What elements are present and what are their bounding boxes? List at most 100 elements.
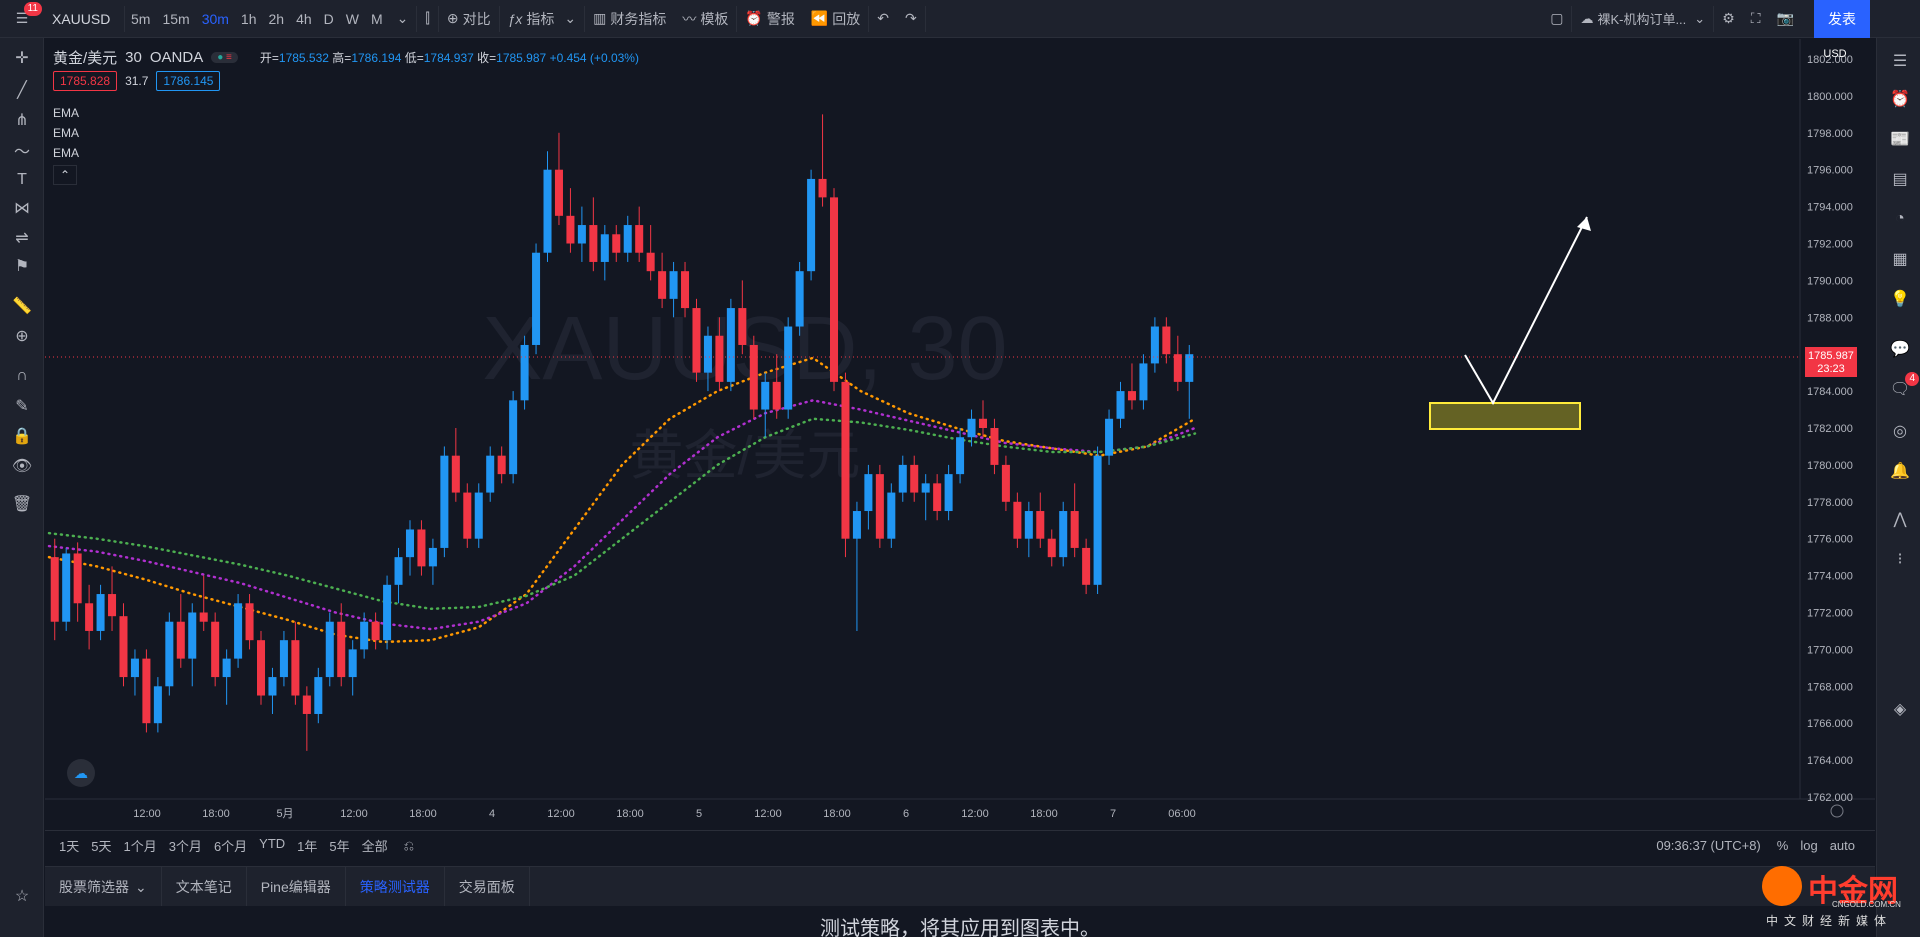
data-window-icon[interactable]: ◔: [1895, 210, 1905, 227]
timeframe-M[interactable]: M: [371, 10, 383, 27]
calendar-list-icon[interactable]: ▤: [1892, 171, 1908, 188]
text-icon[interactable]: T: [17, 171, 27, 188]
redo-button[interactable]: ↷: [897, 0, 925, 38]
timeframe-dropdown[interactable]: ⌄: [389, 0, 417, 38]
range-button[interactable]: 3个月: [168, 839, 202, 854]
timeframe-5m[interactable]: 5m: [131, 10, 151, 27]
icons-tool-icon[interactable]: ⚑: [14, 258, 30, 275]
dots-list-icon[interactable]: ⁝: [1897, 551, 1903, 568]
replay-button[interactable]: ⏪ 回放: [803, 0, 868, 38]
rewind-icon: ⏪: [810, 10, 829, 26]
timeframe-2h[interactable]: 2h: [268, 10, 285, 27]
projection-arrow-line[interactable]: [1464, 216, 1588, 406]
settings-button[interactable]: ⚙: [1714, 0, 1743, 38]
range-button[interactable]: 1年: [297, 839, 318, 854]
candle-body: [1047, 538, 1056, 558]
range-button[interactable]: 1天: [59, 839, 80, 854]
candle: [62, 547, 71, 631]
price-axis[interactable]: 1802.000 1800.000 1798.000 1796.000 1794.000…: [1807, 54, 1853, 804]
highlight-zone-rectangle[interactable]: [1429, 402, 1581, 430]
candle: [463, 483, 472, 548]
candle: [130, 649, 139, 696]
fullscreen-button[interactable]: ⛶: [1743, 0, 1769, 38]
financials-button[interactable]: ▥ 财务指标: [585, 0, 674, 38]
lock-icon[interactable]: 🔒: [12, 428, 32, 445]
layout-button[interactable]: ☁ 裸K-机构订单... ⌄: [1572, 0, 1713, 38]
star-icon[interactable]: ☆: [14, 888, 30, 905]
layers-icon[interactable]: ◈: [1893, 701, 1907, 718]
indicator-ema-1[interactable]: EMA: [53, 106, 80, 120]
range-button[interactable]: 1个月: [123, 839, 157, 854]
watchlist-icon[interactable]: ☰: [1892, 53, 1908, 70]
timeframe-4h[interactable]: 4h: [296, 10, 312, 27]
trend-line-icon[interactable]: ╱: [17, 82, 27, 99]
timeframe-15m[interactable]: 15m: [162, 10, 190, 27]
timeframe-W[interactable]: W: [345, 10, 359, 27]
pencil-lock-icon[interactable]: ✎: [15, 398, 29, 415]
axis-settings-icon[interactable]: [1830, 804, 1844, 818]
trend-icon[interactable]: ⋀: [1893, 511, 1907, 528]
bid-box[interactable]: 1785.828: [53, 71, 118, 91]
clock-label[interactable]: 09:36:37 (UTC+8): [1656, 838, 1761, 853]
zoom-in-icon[interactable]: ⊕: [15, 328, 29, 345]
screenshot-button[interactable]: 📷: [1769, 0, 1802, 38]
tab-strategy-tester[interactable]: 策略测试器: [346, 867, 445, 907]
ask-box[interactable]: 1786.145: [156, 71, 221, 91]
timeframe-30m[interactable]: 30m: [201, 10, 229, 27]
brush-icon[interactable]: 〜: [13, 144, 30, 161]
chart-canvas[interactable]: XAUUSD, 30 黄金/美元 1802.0001800.0001798.00…: [45, 39, 1875, 829]
eye-icon[interactable]: 👁: [11, 458, 33, 475]
range-button[interactable]: 全部: [361, 839, 388, 854]
candle: [1001, 455, 1010, 512]
news-icon[interactable]: 📰: [1890, 131, 1910, 148]
timeframe-1h[interactable]: 1h: [240, 10, 257, 27]
chat-icon[interactable]: 💬: [1890, 341, 1910, 358]
status-toggle[interactable]: ● ≡: [211, 52, 238, 63]
range-button[interactable]: 5天: [91, 839, 112, 854]
trash-icon[interactable]: 🗑: [11, 496, 33, 513]
ruler-icon[interactable]: 📏: [12, 298, 32, 315]
indicators-button[interactable]: ƒx 指标 ⌄: [500, 0, 585, 38]
chart-type-button[interactable]: ⫿: [417, 0, 437, 38]
messages-icon[interactable]: 🗨 4: [1889, 372, 1919, 400]
tab-stock-screener[interactable]: 股票筛选器 ⌄: [45, 867, 162, 907]
range-button[interactable]: 6个月: [213, 839, 248, 854]
divider: [736, 5, 738, 32]
crosshair-icon[interactable]: ✛: [15, 50, 29, 67]
log-toggle[interactable]: log: [1800, 838, 1818, 853]
magnet-icon[interactable]: ∩: [16, 367, 28, 384]
compare-button[interactable]: ⊕ 对比: [439, 0, 499, 38]
pitchfork-icon[interactable]: ⋔: [15, 112, 29, 129]
percent-toggle[interactable]: %: [1776, 838, 1789, 853]
menu-button[interactable]: ☰ 11: [0, 0, 44, 38]
current-price-tag: [1805, 347, 1857, 377]
templates-button[interactable]: 〰模板: [674, 0, 736, 38]
collapse-indicators-button[interactable]: ⌃: [53, 165, 77, 185]
logo-icon[interactable]: [67, 759, 95, 787]
undo-button[interactable]: ↶: [869, 0, 897, 38]
alert-button[interactable]: ⏰ 警报: [737, 0, 802, 38]
prediction-icon[interactable]: ⇌: [15, 230, 29, 247]
fullscreen-layout-button[interactable]: ▢: [1542, 0, 1571, 38]
time-axis[interactable]: 12:00 18:00 5月 12:00 18:00 4 12:00 18:00 5 12:00 1…: [133, 808, 1196, 820]
indicator-ema-3[interactable]: EMA: [53, 146, 80, 160]
pattern-icon[interactable]: ⋈: [14, 200, 30, 217]
range-button[interactable]: YTD: [259, 836, 286, 851]
alarm-clock-icon[interactable]: ⏰: [1890, 91, 1910, 108]
auto-toggle[interactable]: auto: [1829, 838, 1855, 853]
bell-icon[interactable]: 🔔: [1890, 463, 1910, 480]
tab-text-notes[interactable]: 文本笔记: [162, 867, 247, 907]
legend-title: 黄金/美元: [53, 50, 118, 67]
lightbulb-icon[interactable]: 💡: [1890, 291, 1910, 308]
calendar-icon[interactable]: ▦: [1892, 251, 1908, 268]
tab-trading-panel[interactable]: 交易面板: [445, 867, 530, 907]
ideas-icon[interactable]: ◎: [1893, 423, 1907, 440]
indicator-ema-2[interactable]: EMA: [53, 126, 80, 140]
goto-date-icon[interactable]: ⎌: [403, 837, 415, 853]
symbol-search-button[interactable]: XAUUSD: [52, 10, 111, 27]
publish-button[interactable]: 发表: [1814, 0, 1870, 38]
tab-pine-editor[interactable]: Pine编辑器: [247, 867, 346, 907]
chart-pane[interactable]: XAUUSD, 30 黄金/美元 1802.000 1800.000 1798.00…: [45, 39, 1875, 829]
range-button[interactable]: 5年: [329, 839, 350, 854]
timeframe-D[interactable]: D: [323, 10, 334, 27]
